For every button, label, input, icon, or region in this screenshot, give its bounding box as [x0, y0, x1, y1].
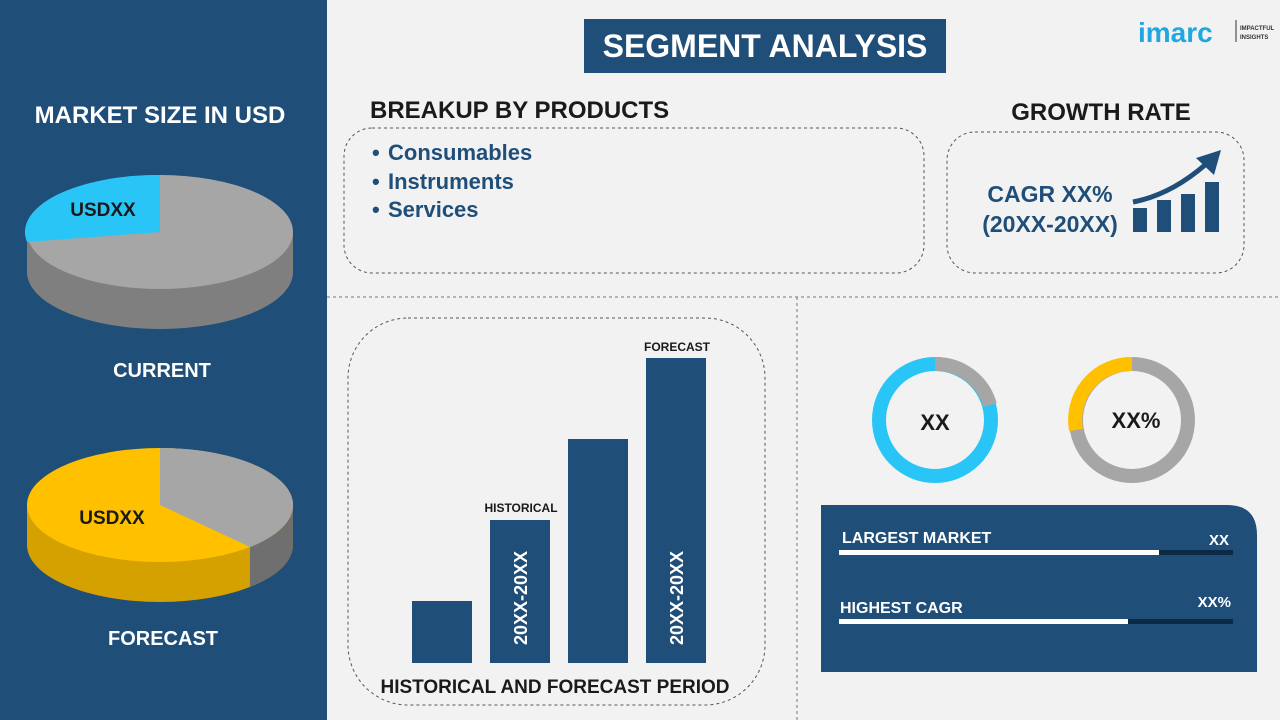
- donut: [872, 356, 998, 483]
- left-title: MARKET SIZE IN USD: [35, 102, 286, 129]
- progress-bar: [839, 619, 1128, 624]
- forecast-value: USDXX: [79, 508, 145, 529]
- period-title: HISTORICAL AND FORECAST PERIOD: [380, 677, 729, 698]
- historical-period: 20XX-20XX: [511, 551, 531, 645]
- forecast-pie: [27, 447, 294, 602]
- bar: [490, 520, 550, 663]
- product-item: Services: [388, 197, 479, 222]
- progress-bar: [839, 550, 1159, 555]
- growth-box: [946, 131, 1245, 274]
- bar: [646, 358, 706, 663]
- growth-title: GROWTH RATE: [1011, 99, 1191, 126]
- bullet: •: [372, 169, 380, 194]
- cagr-period: (20XX-20XX): [982, 211, 1118, 237]
- growth-icon: [1132, 150, 1221, 232]
- period-box: [347, 317, 766, 706]
- bar: [412, 601, 472, 663]
- product-item: Consumables: [388, 140, 532, 165]
- bar: [568, 439, 628, 663]
- market-label: LARGEST MARKET: [842, 530, 992, 547]
- page-title: SEGMENT ANALYSIS: [603, 28, 928, 64]
- products-box: [343, 127, 925, 274]
- product-item: Instruments: [388, 169, 514, 194]
- cagr-text: CAGR XX%: [987, 181, 1112, 207]
- bullet: •: [372, 197, 380, 222]
- logo-tagline: INSIGHTS: [1240, 35, 1268, 41]
- products-title: BREAKUP BY PRODUCTS: [370, 97, 669, 124]
- forecast-label: FORECAST: [644, 340, 711, 354]
- donut-label: XX%: [1112, 408, 1161, 433]
- donut-label: XX: [920, 410, 950, 435]
- current-pie: [24, 174, 293, 329]
- market-box: [821, 505, 1257, 672]
- market-label: HIGHEST CAGR: [840, 600, 963, 617]
- logo-brand: imarc: [1138, 17, 1213, 48]
- donut: [1068, 356, 1195, 483]
- market-value: XX%: [1198, 594, 1231, 611]
- current-value: USDXX: [70, 200, 136, 221]
- current-label: CURRENT: [113, 360, 211, 382]
- bullet: •: [372, 140, 380, 165]
- logo-tagline: IMPACTFUL: [1240, 26, 1275, 32]
- title-box: [584, 19, 946, 73]
- market-value: XX: [1209, 532, 1229, 549]
- historical-label: HISTORICAL: [484, 501, 557, 515]
- forecast-period: 20XX-20XX: [667, 551, 687, 645]
- forecast-label: FORECAST: [108, 628, 218, 650]
